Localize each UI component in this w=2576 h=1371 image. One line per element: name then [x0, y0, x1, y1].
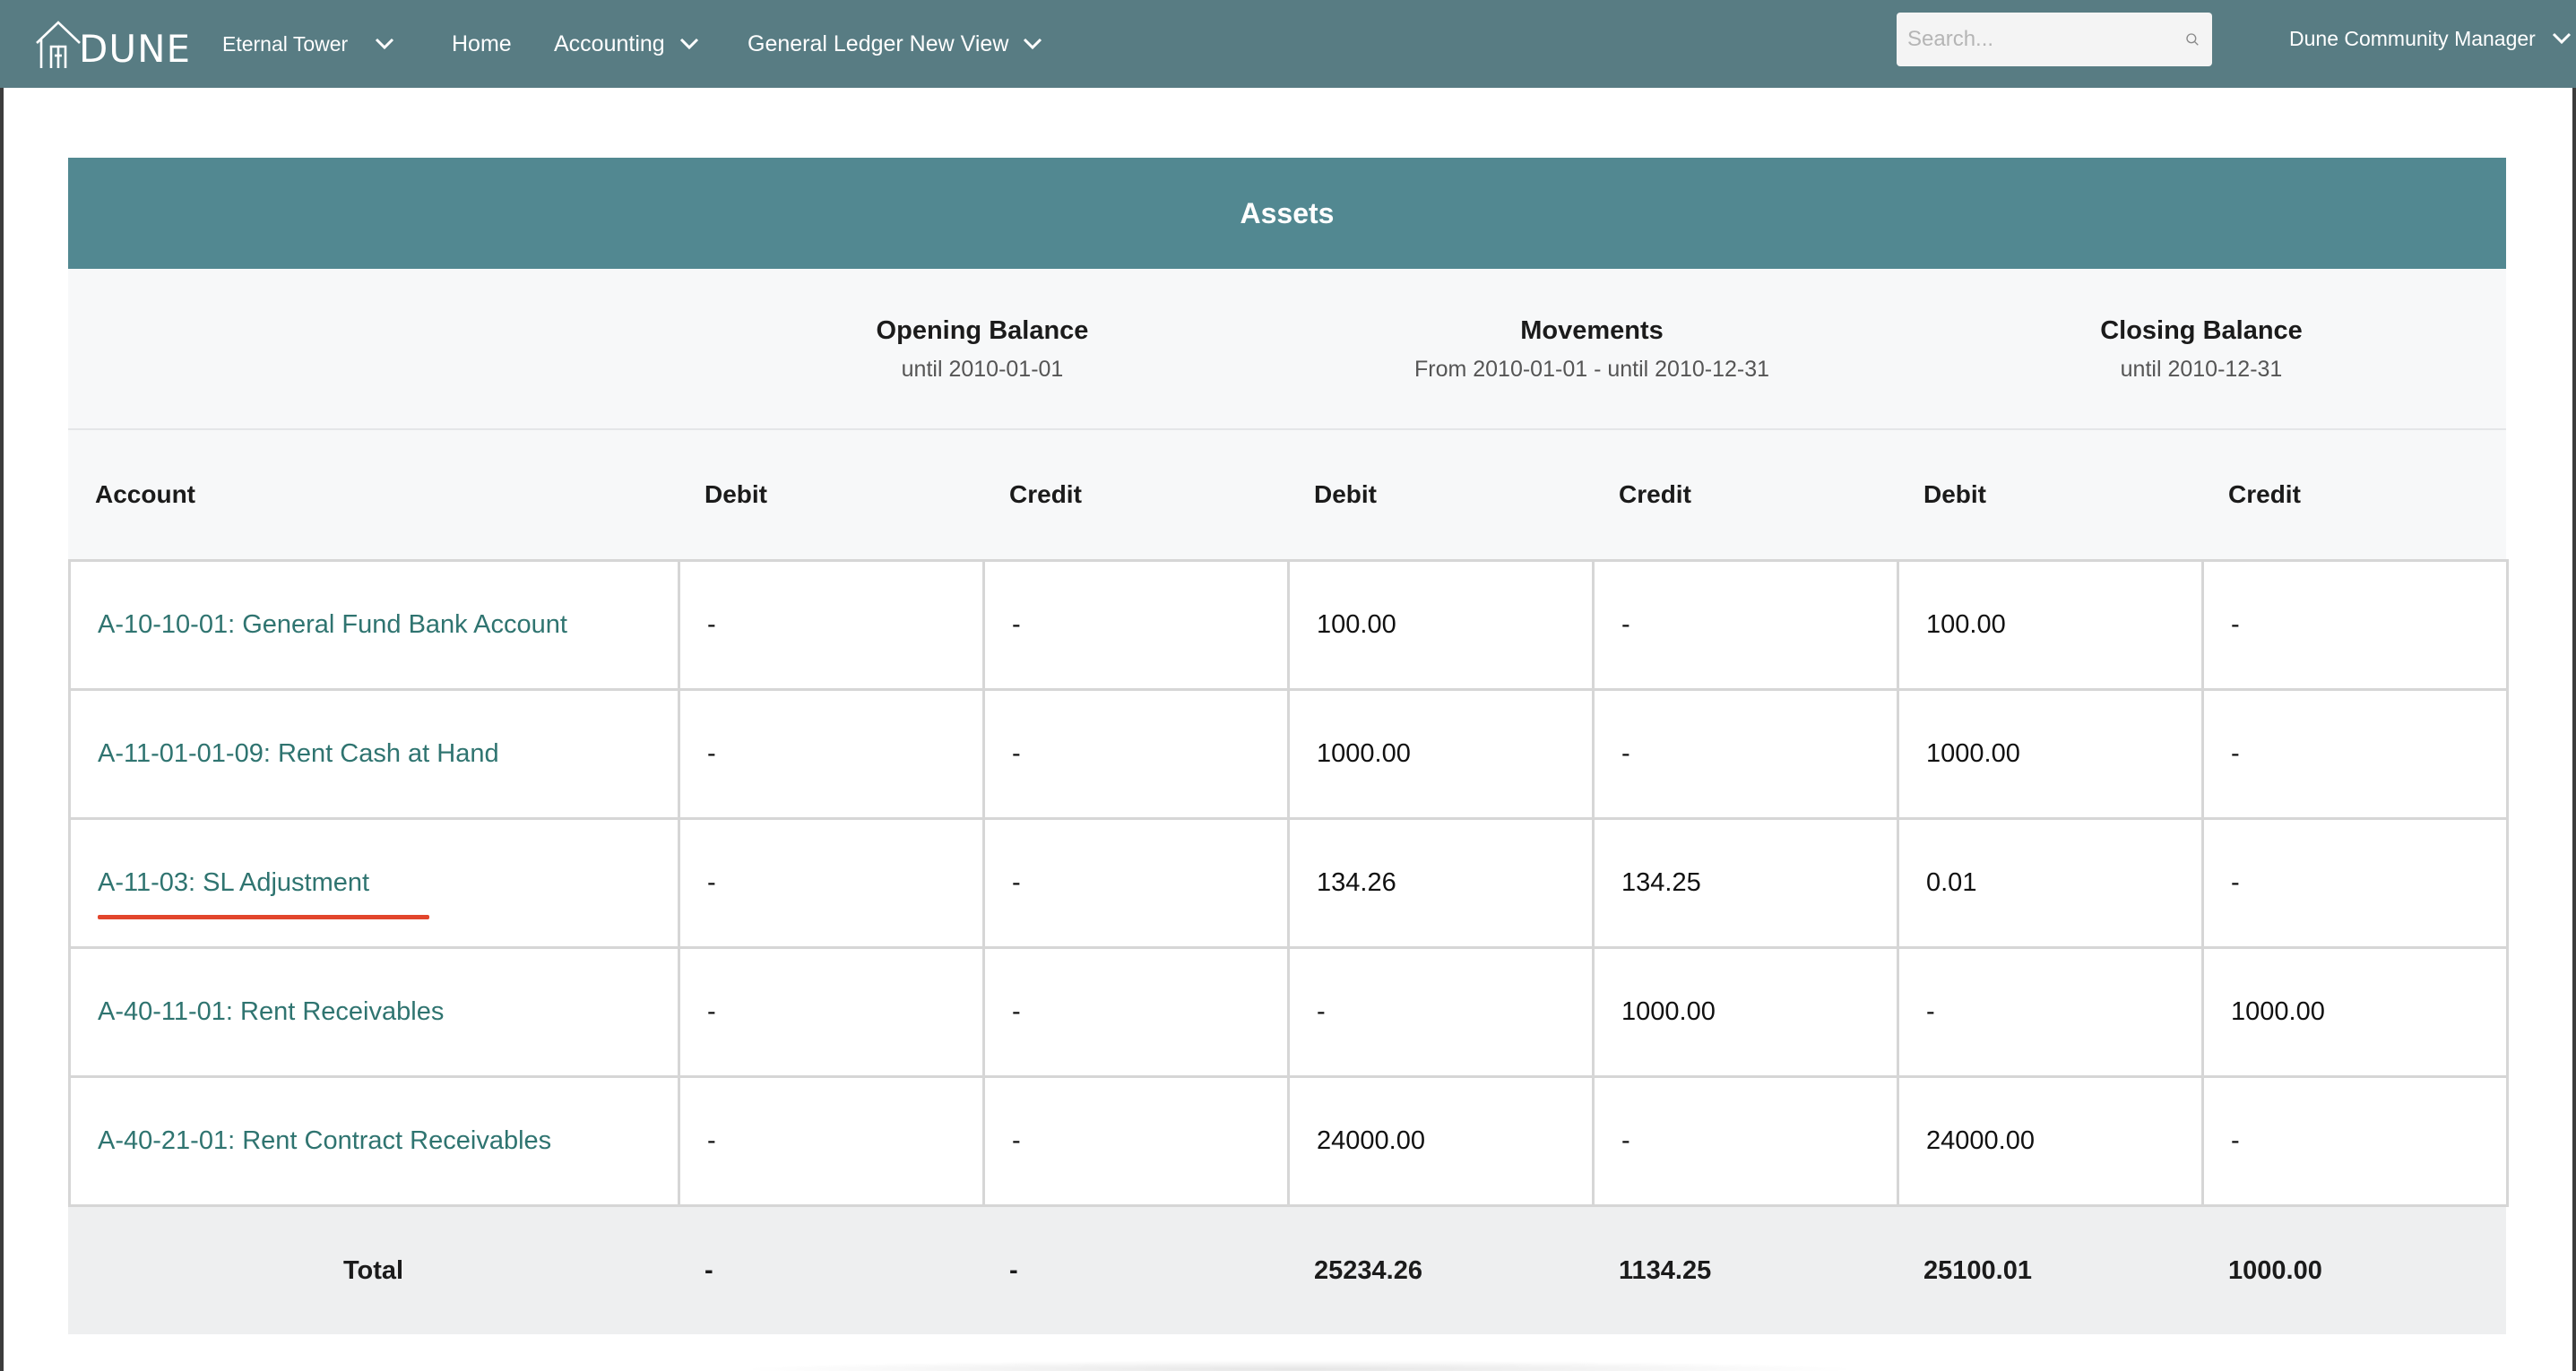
- chevron-down-icon: [1024, 38, 1042, 50]
- period-title: Movements: [1520, 316, 1664, 345]
- account-link[interactable]: A-10-10-01: General Fund Bank Account: [98, 610, 567, 639]
- account-link[interactable]: A-40-21-01: Rent Contract Receivables: [98, 1126, 552, 1155]
- period-title: Opening Balance: [876, 316, 1089, 345]
- account-cell: A-11-03: SL Adjustment: [68, 817, 680, 949]
- chevron-down-icon: [2552, 32, 2571, 45]
- table-cell: 0.01: [1897, 817, 2204, 949]
- nav-accounting-label: Accounting: [554, 30, 665, 56]
- table-cell: -: [1592, 1075, 1899, 1207]
- table-cell: -: [2201, 559, 2509, 691]
- table-cell: 134.25: [1592, 817, 1899, 949]
- table-cell: -: [2201, 817, 2509, 949]
- ledger-table: A-10-10-01: General Fund Bank Account - …: [68, 559, 2509, 1207]
- chevron-down-icon: [376, 38, 394, 50]
- property-label: Eternal Tower: [222, 31, 349, 56]
- nav-accounting-menu[interactable]: Accounting: [554, 0, 699, 88]
- column-header-closing-credit: Credit: [2228, 480, 2301, 508]
- total-cell: -: [1009, 1255, 1018, 1285]
- table-cell: -: [982, 559, 1290, 691]
- panel-title: Assets: [68, 158, 2506, 269]
- table-cell: 1000.00: [1287, 688, 1595, 820]
- total-cell: 1000.00: [2228, 1255, 2322, 1285]
- total-row: Total - - 25234.26 1134.25 25100.01 1000…: [68, 1207, 2506, 1334]
- table-cell: -: [678, 688, 985, 820]
- total-cell: -: [705, 1255, 713, 1285]
- table-cell: -: [982, 817, 1290, 949]
- column-header-movements-credit: Credit: [1619, 480, 1691, 508]
- account-cell: A-40-21-01: Rent Contract Receivables: [68, 1075, 680, 1207]
- total-label: Total: [343, 1255, 404, 1285]
- closing-balance-header: Closing Balance until 2010-12-31: [1897, 269, 2506, 430]
- table-cell: -: [678, 559, 985, 691]
- account-cell: A-10-10-01: General Fund Bank Account: [68, 559, 680, 691]
- column-header-movements-debit: Debit: [1314, 480, 1377, 508]
- table-cell: -: [982, 946, 1290, 1078]
- total-cell: 1134.25: [1619, 1255, 1712, 1285]
- table-cell: -: [1592, 559, 1899, 691]
- period-title: Closing Balance: [2100, 316, 2303, 345]
- table-cell: 24000.00: [1897, 1075, 2204, 1207]
- assets-ledger-panel: Assets Opening Balance until 2010-01-01 …: [68, 158, 2509, 1334]
- account-link[interactable]: A-11-01-01-09: Rent Cash at Hand: [98, 739, 499, 768]
- table-row: A-11-01-01-09: Rent Cash at Hand - - 100…: [68, 688, 2509, 820]
- search-icon[interactable]: [2185, 27, 2200, 52]
- column-header-opening-credit: Credit: [1009, 480, 1082, 508]
- total-cell: 25100.01: [1923, 1255, 2032, 1285]
- movements-header: Movements From 2010-01-01 - until 2010-1…: [1287, 269, 1897, 430]
- opening-balance-header: Opening Balance until 2010-01-01: [678, 269, 1287, 430]
- property-selector[interactable]: Eternal Tower: [222, 0, 394, 88]
- period-subtitle: until 2010-01-01: [901, 357, 1064, 382]
- account-cell: A-40-11-01: Rent Receivables: [68, 946, 680, 1078]
- window-edge-right: [2572, 88, 2576, 1371]
- table-cell: -: [1897, 946, 2204, 1078]
- table-cell: 100.00: [1897, 559, 2204, 691]
- column-header-row: Account Debit Credit Debit Credit Debit …: [68, 430, 2506, 559]
- user-menu[interactable]: Dune Community Manager: [2289, 0, 2572, 77]
- table-row: A-40-21-01: Rent Contract Receivables - …: [68, 1075, 2509, 1207]
- nav-home-label: Home: [452, 30, 512, 56]
- user-name: Dune Community Manager: [2289, 26, 2536, 50]
- table-cell: 1000.00: [1592, 946, 1899, 1078]
- table-cell: -: [982, 688, 1290, 820]
- column-header-opening-debit: Debit: [705, 480, 767, 508]
- table-cell: -: [678, 1075, 985, 1207]
- search-box: [1897, 13, 2212, 66]
- table-cell: -: [1592, 688, 1899, 820]
- table-cell: 24000.00: [1287, 1075, 1595, 1207]
- table-cell: -: [982, 1075, 1290, 1207]
- account-link[interactable]: A-40-11-01: Rent Receivables: [98, 997, 445, 1026]
- table-row: A-11-03: SL Adjustment - - 134.26 134.25…: [68, 817, 2509, 949]
- table-cell: -: [2201, 688, 2509, 820]
- period-subtitle: until 2010-12-31: [2120, 357, 2283, 382]
- table-cell: 100.00: [1287, 559, 1595, 691]
- building-logo-icon: [36, 21, 81, 68]
- top-navigation-bar: DUNE Eternal Tower Home Accounting Gener…: [0, 0, 2576, 88]
- period-header-row: Opening Balance until 2010-01-01 Movemen…: [68, 269, 2506, 430]
- period-subtitle: From 2010-01-01 - until 2010-12-31: [1413, 357, 1770, 382]
- logo-text: DUNE: [79, 27, 192, 71]
- table-cell: 1000.00: [1897, 688, 2204, 820]
- total-cell: 25234.26: [1314, 1255, 1422, 1285]
- table-cell: -: [1287, 946, 1595, 1078]
- nav-ledger-view-menu[interactable]: General Ledger New View: [748, 0, 1042, 88]
- account-link-annotated[interactable]: A-11-03: SL Adjustment: [98, 868, 430, 919]
- table-cell: 1000.00: [2201, 946, 2509, 1078]
- account-cell: A-11-01-01-09: Rent Cash at Hand: [68, 688, 680, 820]
- dune-logo[interactable]: DUNE: [34, 20, 191, 70]
- bottom-shadow: [735, 1360, 1864, 1371]
- nav-ledger-view-label: General Ledger New View: [748, 30, 1009, 56]
- nav-home-link[interactable]: Home: [452, 0, 512, 88]
- table-row: A-10-10-01: General Fund Bank Account - …: [68, 559, 2509, 691]
- table-cell: -: [678, 817, 985, 949]
- column-header-account: Account: [95, 480, 195, 508]
- column-header-closing-debit: Debit: [1923, 480, 1986, 508]
- search-input[interactable]: [1897, 27, 2185, 52]
- window-edge-left: [0, 88, 4, 1371]
- table-cell: 134.26: [1287, 817, 1595, 949]
- chevron-down-icon: [679, 38, 698, 50]
- table-cell: -: [2201, 1075, 2509, 1207]
- table-row: A-40-11-01: Rent Receivables - - - 1000.…: [68, 946, 2509, 1078]
- table-cell: -: [678, 946, 985, 1078]
